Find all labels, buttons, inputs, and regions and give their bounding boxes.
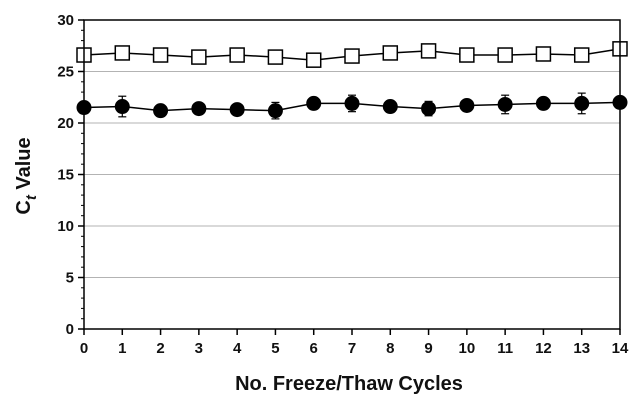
- data-point-circle: [459, 97, 475, 113]
- x-tick-label: 4: [233, 340, 242, 357]
- series-2: [76, 92, 628, 120]
- data-point-circle: [306, 95, 322, 111]
- data-point-circle: [535, 95, 551, 111]
- x-tick-label: 6: [310, 340, 318, 357]
- series-layer: [76, 41, 628, 120]
- x-tick-label: 0: [80, 340, 88, 357]
- x-tick-label: 12: [535, 340, 552, 357]
- x-tick-label: 1: [118, 340, 126, 357]
- y-tick-label: 15: [57, 167, 74, 184]
- data-point-square: [229, 47, 245, 63]
- x-tick-label: 10: [459, 340, 476, 357]
- x-tick-label: 2: [156, 340, 164, 357]
- y-tick-label: 10: [57, 218, 74, 235]
- y-tick-label: 25: [57, 64, 74, 81]
- data-point-circle: [191, 101, 207, 117]
- data-point-circle: [229, 102, 245, 118]
- data-point-circle: [153, 103, 169, 119]
- data-point-square: [535, 46, 552, 62]
- y-axis-title: Ct Value: [13, 137, 40, 214]
- data-point-circle: [382, 99, 398, 115]
- x-axis-ticks: 0 1 2 3 4 5 6 7 8 9 10 11 12 13 14: [80, 329, 629, 357]
- data-point-circle: [114, 99, 130, 115]
- data-point-square: [114, 45, 131, 61]
- series-1: [76, 41, 628, 68]
- x-tick-label: 5: [271, 340, 279, 357]
- data-point-square: [191, 49, 207, 65]
- x-axis-title: No. Freeze/Thaw Cycles: [235, 373, 463, 394]
- y-tick-label: 20: [57, 115, 74, 132]
- x-tick-label: 3: [195, 340, 203, 357]
- data-point-square: [305, 52, 322, 68]
- data-point-square: [382, 45, 399, 61]
- y-axis-title-rest: Value: [13, 137, 35, 195]
- x-tick-label: 7: [348, 340, 356, 357]
- x-tick-label: 14: [612, 340, 629, 357]
- y-tick-label: 0: [66, 321, 74, 338]
- y-axis-title-subscript: t: [23, 194, 40, 200]
- x-tick-label: 8: [386, 340, 394, 357]
- y-axis-title-main: C: [13, 200, 35, 214]
- data-point-square: [497, 47, 513, 63]
- y-axis-ticks: 0 5 10 15 20 25 30: [57, 12, 84, 338]
- data-point-circle: [421, 101, 437, 117]
- x-tick-label: 9: [424, 340, 432, 357]
- data-point-circle: [267, 103, 283, 119]
- data-point-square: [152, 47, 169, 63]
- x-tick-label: 13: [573, 340, 590, 357]
- data-point-square: [267, 49, 284, 65]
- data-point-square: [344, 48, 360, 64]
- data-point-circle: [574, 95, 590, 111]
- data-point-square: [459, 47, 475, 63]
- data-point-circle: [497, 96, 513, 112]
- data-point-square: [420, 43, 437, 59]
- x-tick-label: 11: [497, 340, 513, 357]
- data-point-square: [573, 47, 590, 63]
- y-tick-label: 5: [66, 270, 74, 287]
- y-tick-label: 30: [57, 12, 74, 29]
- data-point-circle: [344, 95, 360, 111]
